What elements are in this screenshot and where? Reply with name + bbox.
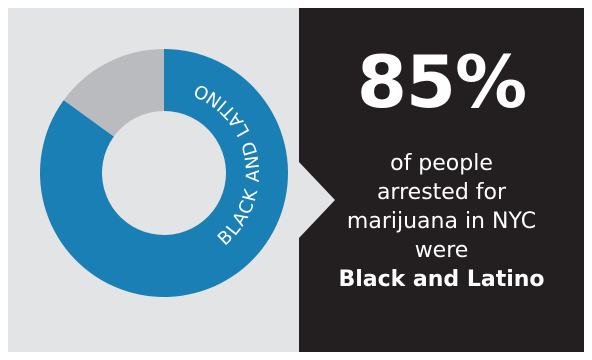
caption-line-1: of people: [390, 151, 493, 176]
caption-line-3: marijuana in NYC: [346, 209, 537, 234]
donut-chart: BLACK AND LATINO: [40, 49, 289, 297]
donut-slice-0: [40, 49, 289, 297]
headline-caption: of people arrested for marijuana in NYC …: [299, 149, 584, 294]
infographic-card: BLACK AND LATINO 85% of people arrested …: [8, 8, 584, 352]
donut-slices: [40, 49, 289, 297]
headline-percent: 85%: [356, 40, 527, 124]
caption-line-4: were: [414, 238, 469, 263]
stat-panel: [299, 8, 584, 352]
pointer-arrow: [299, 162, 335, 238]
donut-slice-1: [63, 49, 164, 137]
caption-emphasis: Black and Latino: [338, 267, 545, 292]
caption-line-2: arrested for: [376, 180, 507, 205]
